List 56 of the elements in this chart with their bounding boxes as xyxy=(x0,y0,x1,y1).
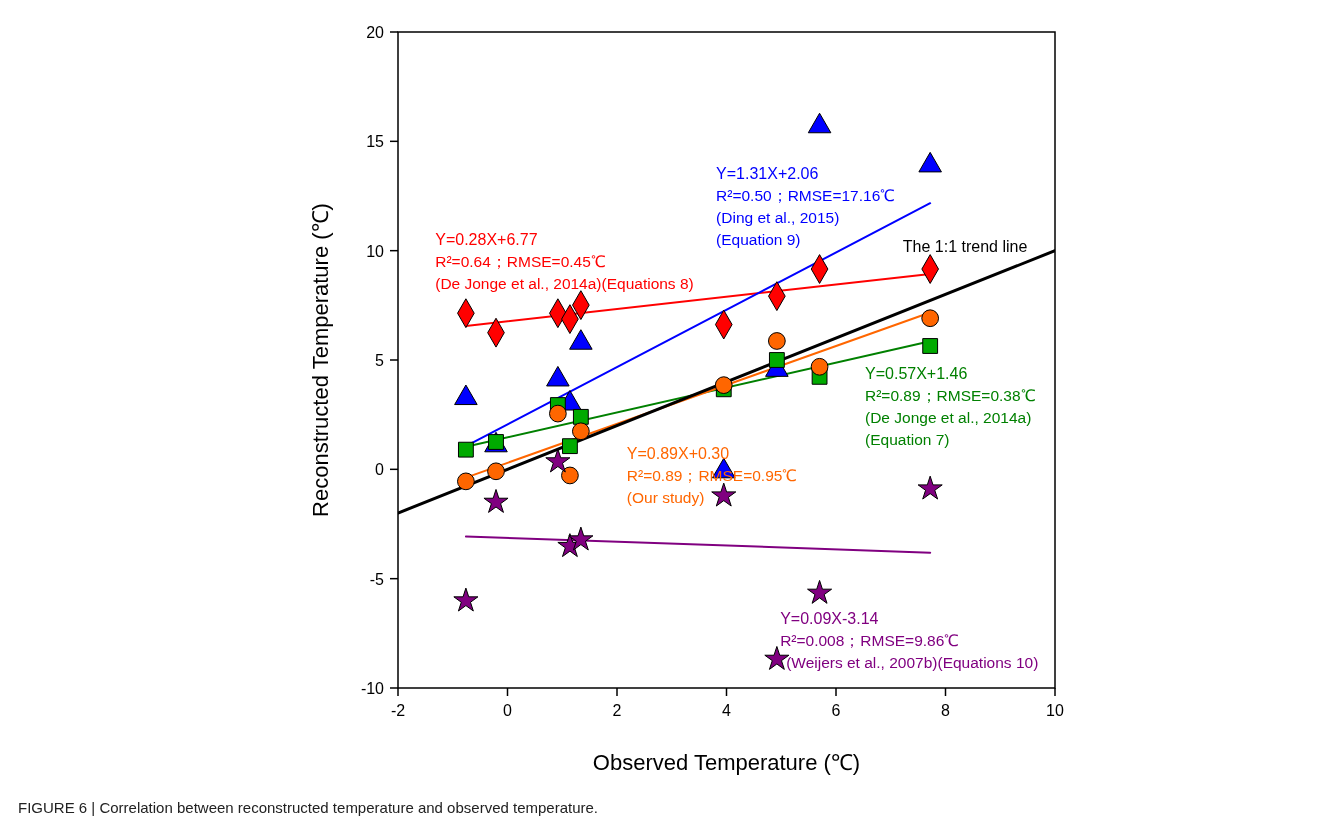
x-tick-label: 8 xyxy=(941,702,951,719)
point xyxy=(768,332,786,350)
point xyxy=(568,526,594,551)
point xyxy=(562,438,578,455)
annotation: R²=0.008；RMSE=9.86℃ xyxy=(780,631,960,649)
text: Y=1.31X+2.06 xyxy=(716,164,819,182)
annotation: R²=0.89；RMSE=0.95℃ xyxy=(626,467,798,485)
x-tick-label: 6 xyxy=(831,702,841,719)
y-tick-label: 15 xyxy=(366,133,385,151)
point xyxy=(457,441,474,458)
x-tick-label: -2 xyxy=(390,702,406,719)
annotation: (De Jonge et al., 2014a) xyxy=(865,409,1032,427)
annotation: (Ding et al., 2015) xyxy=(716,208,840,226)
point xyxy=(922,338,939,354)
point xyxy=(483,488,509,513)
series-label: Y=0.89X+0.30 xyxy=(626,445,730,463)
y-tick-label: -10 xyxy=(360,680,385,697)
point xyxy=(572,422,590,441)
y-tick-label: -5 xyxy=(369,570,385,588)
annotation: R²=0.89；RMSE=0.38℃ xyxy=(865,387,1036,405)
y-tick-label: 20 xyxy=(366,24,385,41)
point xyxy=(487,462,505,481)
point xyxy=(807,579,833,604)
point xyxy=(572,408,589,425)
annotation: (Our study) xyxy=(626,489,705,507)
point xyxy=(714,376,733,394)
x-tick-label: 0 xyxy=(503,702,513,719)
point xyxy=(561,466,579,485)
x-axis-title: Observed Temperature (℃) xyxy=(592,750,861,775)
annotation: R²=0.64；RMSE=0.45℃ xyxy=(435,252,606,270)
y-tick-label: 5 xyxy=(375,352,385,369)
point xyxy=(457,472,475,491)
annotation: (Equation 7) xyxy=(865,431,950,449)
point xyxy=(711,482,737,507)
text: Y=0.28X+6.77 xyxy=(435,230,538,248)
x-tick-label: 4 xyxy=(722,702,732,719)
point xyxy=(768,352,785,368)
annotation: R²=0.50；RMSE=17.16℃ xyxy=(716,186,896,204)
point xyxy=(921,309,940,328)
series-label: Y=0.57X+1.46 xyxy=(865,365,968,383)
point xyxy=(917,475,943,500)
annotation: (De Jonge et al., 2014a)(Equations 8) xyxy=(435,274,694,292)
y-tick-label: 0 xyxy=(375,461,385,479)
point xyxy=(549,404,567,423)
point xyxy=(453,587,479,612)
annotation: (Weijers et al., 2007b)(Equations 10) xyxy=(786,653,1039,671)
point xyxy=(545,448,571,473)
annotation: (Equation 9) xyxy=(716,230,801,248)
y-tick-label: 10 xyxy=(366,242,385,260)
x-tick-label: 2 xyxy=(612,702,622,719)
point xyxy=(810,357,829,376)
caption: FIGURE 6 | Correlation between reconstructed temperature and observed temperature. xyxy=(18,799,599,816)
x-tick-label: 10 xyxy=(1046,702,1064,719)
series-label: The 1:1 trend line xyxy=(902,237,1028,255)
text: Y=0.09X-3.14 xyxy=(780,609,879,627)
y-axis-title: Reconstructed Temperature (℃) xyxy=(308,203,333,517)
